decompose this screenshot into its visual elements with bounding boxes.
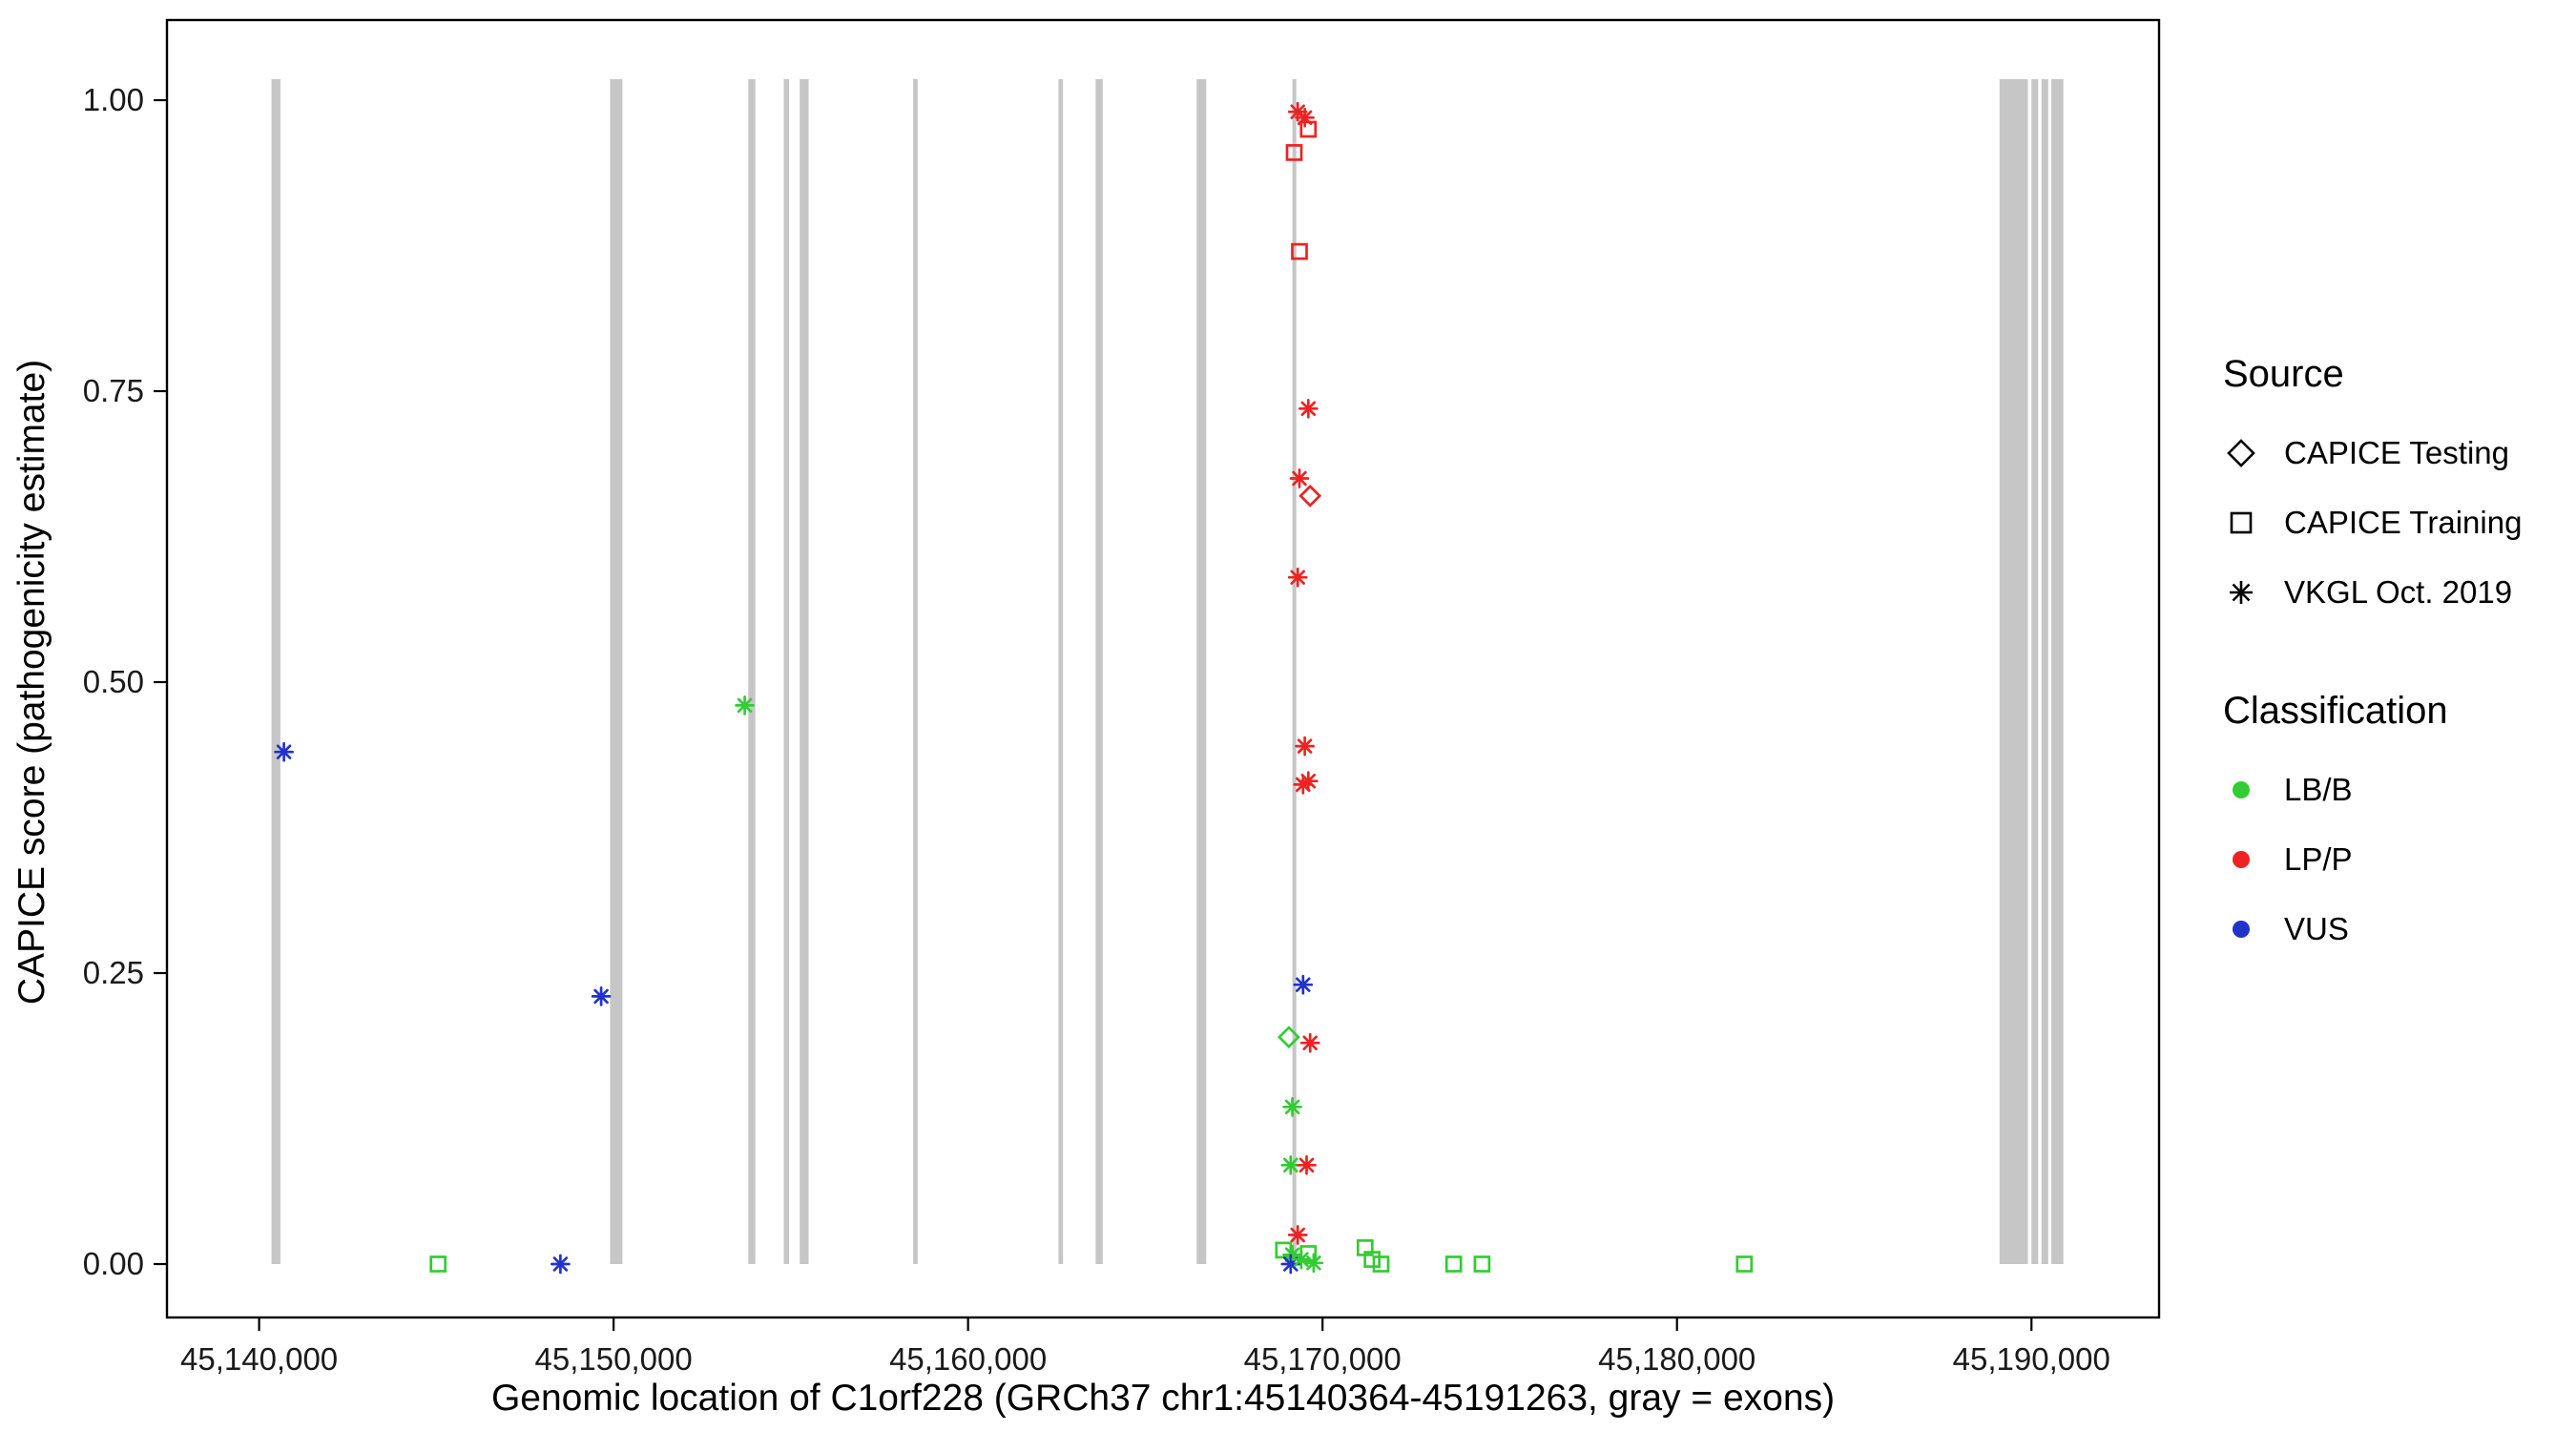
x-tick-label: 45,190,000 (1953, 1341, 2110, 1377)
data-point (1287, 567, 1308, 588)
data-point (1285, 144, 1303, 161)
y-tick-label: 0.50 (83, 664, 144, 699)
data-point (1299, 1245, 1318, 1262)
data-point (1280, 1254, 1301, 1275)
legend-item-label: VKGL Oct. 2019 (2284, 574, 2513, 610)
exon-bar (2051, 79, 2064, 1264)
data-point (1293, 974, 1314, 995)
exon-bar (1292, 79, 1297, 1264)
x-tick-label: 45,150,000 (535, 1341, 693, 1377)
exon-bar (610, 79, 623, 1264)
data-point (1299, 1032, 1320, 1053)
exon-bar (1196, 79, 1207, 1264)
x-tick-label: 45,170,000 (1244, 1341, 1402, 1377)
x-tick-label: 45,140,000 (180, 1341, 338, 1377)
data-point (1282, 1096, 1302, 1117)
data-point (1282, 1244, 1302, 1265)
data-point (551, 1254, 571, 1275)
legend-item-label: LB/B (2284, 772, 2353, 807)
legend-item-label: LP/P (2284, 841, 2353, 877)
exon-bar (783, 79, 790, 1264)
legend-item-vkgl: VKGL Oct. 2019 (2223, 557, 2522, 627)
y-tick-label: 0.75 (83, 373, 144, 408)
square-icon (2223, 505, 2259, 541)
exon-bar (2031, 79, 2039, 1264)
exon-bar (1095, 79, 1103, 1264)
legend-source-title: Source (2223, 353, 2344, 395)
data-point (429, 1255, 447, 1273)
data-point (735, 695, 755, 716)
legend-item-vus: VUS (2223, 894, 2522, 964)
y-tick-label: 0.25 (83, 955, 144, 990)
exon-bar (748, 79, 756, 1264)
green-dot-icon (2223, 772, 2259, 808)
exon-bar (800, 79, 809, 1264)
data-point (1735, 1255, 1754, 1273)
data-point (1280, 1154, 1301, 1175)
x-tick-label: 45,160,000 (889, 1341, 1047, 1377)
data-point (1444, 1255, 1463, 1273)
data-point (1295, 736, 1315, 757)
exon-bar (2041, 79, 2048, 1264)
data-point (1287, 1225, 1308, 1245)
red-dot-icon (2223, 841, 2259, 878)
data-point (274, 741, 294, 762)
legend-item-lpp: LP/P (2223, 824, 2522, 894)
data-point (1298, 398, 1319, 419)
blue-dot-icon (2223, 911, 2259, 947)
legend-source-block: Source CAPICE Testing CAPICE Training (2223, 355, 2522, 627)
legend-item-label: VUS (2284, 911, 2349, 946)
data-point (1298, 771, 1319, 792)
data-point (1473, 1255, 1491, 1273)
data-point (1372, 1255, 1390, 1273)
legend-item-label: CAPICE Training (2284, 505, 2523, 540)
exon-bar (271, 79, 280, 1264)
diamond-icon (2223, 435, 2259, 471)
exon-bar (913, 79, 918, 1264)
data-point (1277, 1026, 1300, 1049)
legend-item-capice-testing: CAPICE Testing (2223, 418, 2522, 487)
x-axis-title: Genomic location of C1orf228 (GRCh37 chr… (491, 1378, 1835, 1419)
y-tick-label: 1.00 (83, 82, 144, 117)
asterisk-icon (2223, 574, 2259, 611)
exon-bar (1999, 79, 2028, 1264)
exon-bar (1058, 79, 1064, 1264)
plot-panel-border (165, 18, 2161, 1319)
y-axis-title: CAPICE score (pathogenicity estimate) (11, 360, 52, 1005)
legend-item-lbb: LB/B (2223, 755, 2522, 824)
data-point (1295, 107, 1315, 128)
y-tick-label: 0.00 (83, 1246, 144, 1281)
data-point (1303, 1253, 1324, 1274)
legend-item-capice-training: CAPICE Training (2223, 487, 2522, 557)
data-point (1298, 484, 1322, 508)
data-point (1299, 120, 1318, 138)
x-tick-label: 45,180,000 (1598, 1341, 1755, 1377)
data-point (1363, 1251, 1381, 1268)
legend: Source CAPICE Testing CAPICE Training (2223, 355, 2522, 964)
data-point (591, 986, 612, 1006)
legend-classification-block: Classification LB/B LP/P VUS (2223, 692, 2522, 964)
data-point (1297, 1154, 1317, 1175)
data-point (1289, 468, 1310, 488)
legend-item-label: CAPICE Testing (2284, 435, 2509, 470)
legend-classification-title: Classification (2223, 690, 2448, 732)
data-point (1291, 242, 1308, 260)
